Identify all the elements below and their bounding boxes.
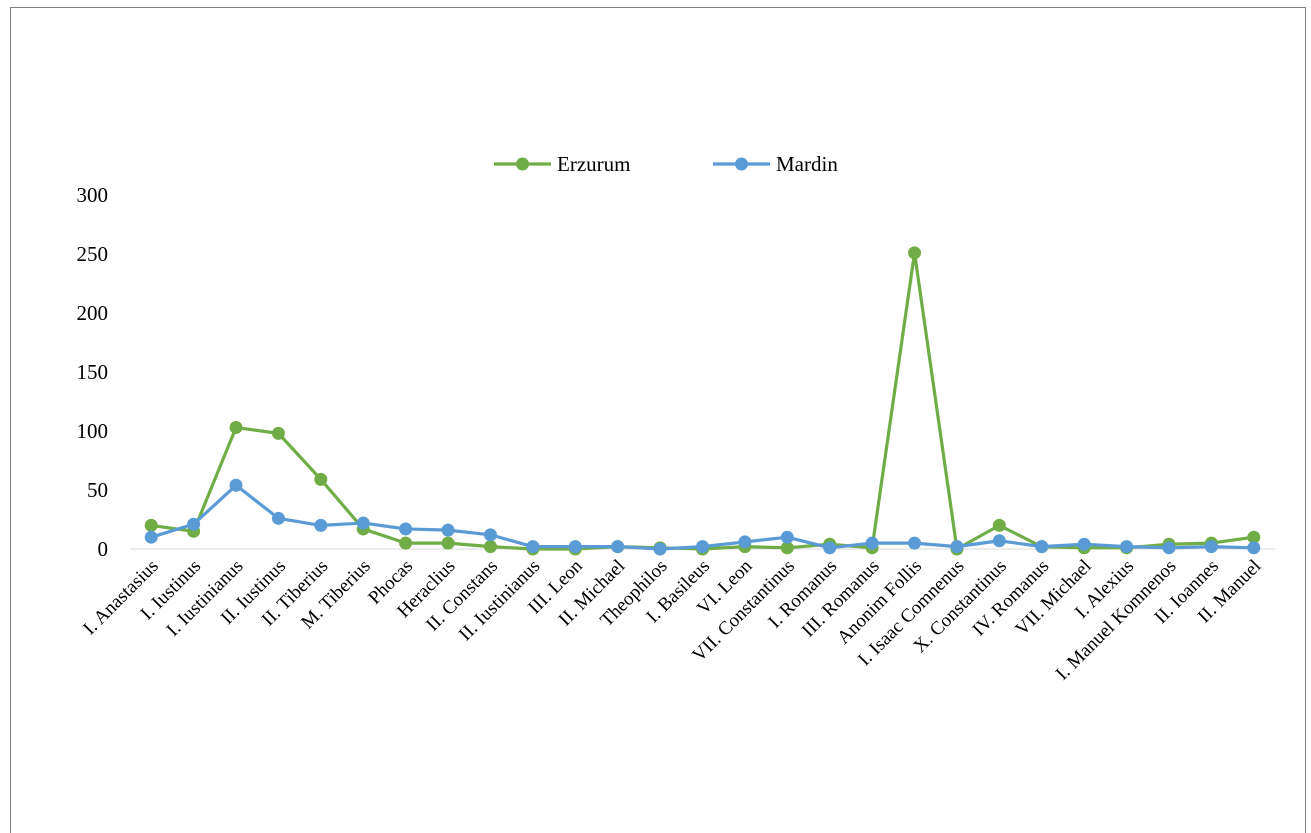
data-point bbox=[908, 246, 922, 260]
y-tick-label: 50 bbox=[87, 478, 108, 502]
data-point bbox=[271, 511, 285, 525]
data-point bbox=[780, 530, 794, 544]
data-point bbox=[314, 472, 328, 486]
y-tick-label: 250 bbox=[77, 242, 109, 266]
data-point bbox=[1035, 540, 1049, 554]
legend-item-mardin: Mardin bbox=[713, 152, 838, 176]
y-axis-ticks: 0 50 100 150 200 250 300 bbox=[77, 183, 109, 561]
series-line bbox=[150, 251, 1255, 551]
legend-marker bbox=[735, 157, 748, 171]
data-point bbox=[611, 540, 625, 554]
data-point bbox=[229, 420, 243, 434]
series-mardin bbox=[144, 478, 1261, 556]
data-point bbox=[653, 542, 667, 556]
data-point bbox=[314, 518, 328, 532]
legend-marker bbox=[516, 157, 529, 171]
series-layer bbox=[144, 246, 1261, 556]
data-point bbox=[780, 541, 794, 555]
data-point bbox=[483, 528, 497, 542]
data-point bbox=[1247, 541, 1261, 555]
data-point bbox=[1204, 540, 1218, 554]
data-point bbox=[526, 540, 540, 554]
data-point bbox=[865, 536, 879, 550]
legend: Erzurum Mardin bbox=[494, 152, 838, 176]
data-point bbox=[568, 540, 582, 554]
data-point bbox=[441, 523, 455, 537]
data-point bbox=[271, 426, 285, 440]
data-point bbox=[950, 540, 964, 554]
data-point bbox=[1077, 537, 1091, 551]
data-point bbox=[356, 516, 370, 530]
data-point bbox=[1120, 540, 1134, 554]
legend-label: Erzurum bbox=[557, 152, 630, 176]
data-point bbox=[144, 530, 158, 544]
data-point bbox=[144, 518, 158, 532]
legend-label: Mardin bbox=[776, 152, 838, 176]
data-point bbox=[738, 535, 752, 549]
data-point bbox=[441, 536, 455, 550]
data-point bbox=[823, 541, 837, 555]
series-erzurum bbox=[144, 246, 1261, 556]
data-point bbox=[229, 478, 243, 492]
data-point bbox=[1247, 530, 1261, 544]
legend-item-erzurum: Erzurum bbox=[494, 152, 630, 176]
data-point bbox=[187, 517, 201, 531]
y-tick-label: 0 bbox=[98, 537, 109, 561]
data-point bbox=[399, 522, 413, 536]
data-point bbox=[992, 534, 1006, 548]
data-point bbox=[1162, 541, 1176, 555]
data-point bbox=[399, 536, 413, 550]
y-tick-label: 100 bbox=[77, 419, 109, 443]
y-tick-label: 200 bbox=[77, 301, 109, 325]
data-point bbox=[992, 518, 1006, 532]
data-point bbox=[696, 540, 709, 554]
y-tick-label: 300 bbox=[77, 183, 109, 207]
data-point bbox=[908, 536, 922, 550]
chart-frame bbox=[10, 7, 1306, 833]
y-tick-label: 150 bbox=[77, 360, 109, 384]
data-point bbox=[483, 540, 497, 554]
